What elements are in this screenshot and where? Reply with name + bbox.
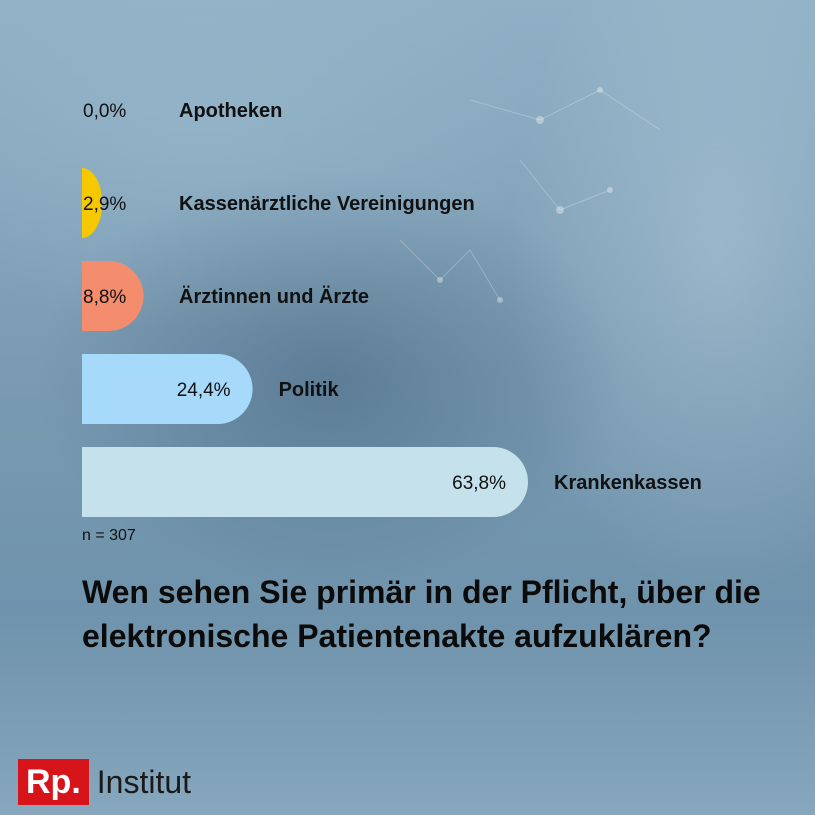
brand-mark: Rp.	[18, 759, 89, 805]
category-label-2: Ärztinnen und Ärzte	[179, 285, 369, 308]
bar-4	[82, 447, 528, 517]
brand-name: Institut	[96, 763, 192, 800]
category-label-3: Politik	[279, 379, 340, 401]
category-label-4: Krankenkassen	[554, 472, 702, 494]
bar-2	[82, 261, 144, 331]
value-label-3: 24,4%	[177, 380, 231, 401]
bar-1	[82, 168, 103, 238]
chart-title: Wen sehen Sie primär in der Pflicht, übe…	[82, 574, 761, 654]
value-label-0: 0,0%	[83, 101, 126, 122]
bar-chart: 0,0% Apotheken 2,9% Kassenärztliche Vereini…	[82, 100, 702, 517]
category-label-0: Apotheken	[179, 100, 282, 122]
category-label-1: Kassenärztliche Vereinigungen	[179, 193, 475, 215]
brand-logo: Rp. Institut	[18, 759, 191, 805]
bar-3	[82, 354, 253, 424]
value-label-2: 8,8%	[83, 287, 126, 308]
sample-size: n = 307	[82, 527, 136, 544]
value-label-4: 63,8%	[452, 473, 506, 494]
value-label-1: 2,9%	[83, 194, 126, 215]
